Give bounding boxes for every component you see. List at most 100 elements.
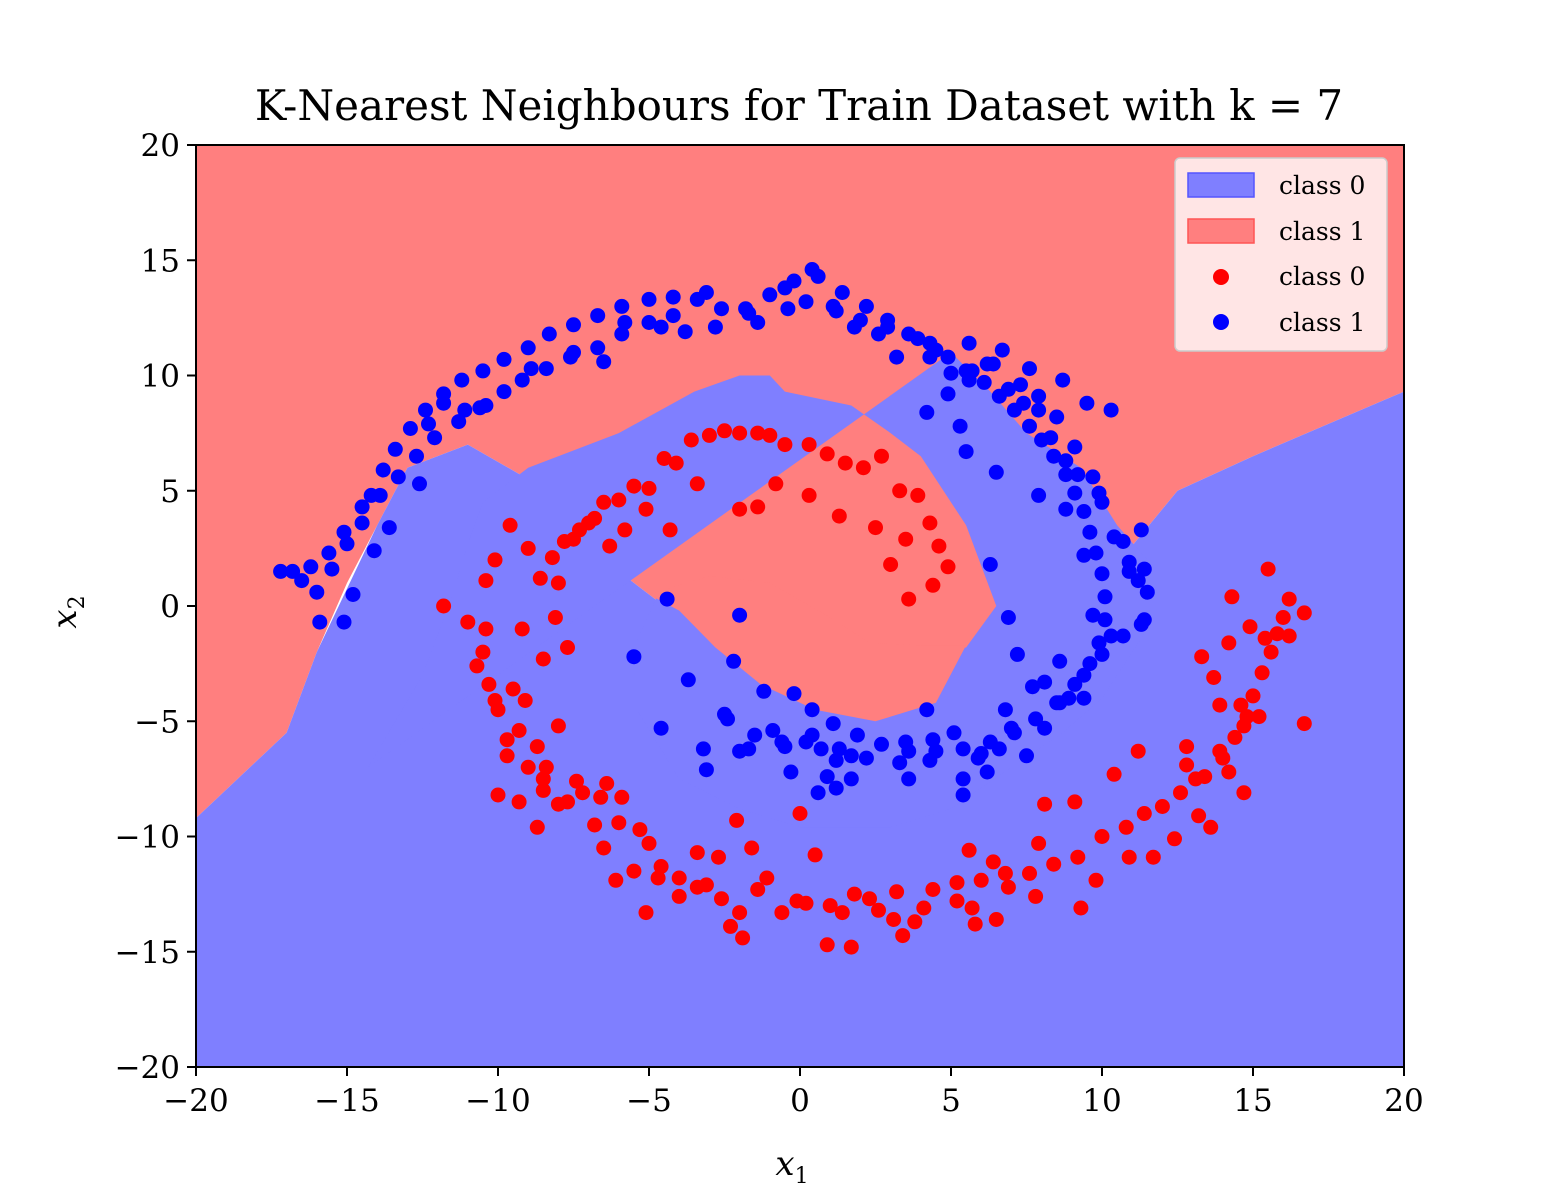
point-blue [828,752,844,768]
point-blue [312,614,328,630]
point-red [759,870,775,886]
point-red [1037,796,1053,812]
point-red [638,905,654,921]
point-red [1227,729,1243,745]
point-red [735,930,751,946]
legend-frame [1174,157,1388,352]
point-red [535,782,551,798]
point-red [535,771,551,787]
scatter-series-class1-blue [273,262,1155,803]
point-red [641,480,657,496]
point-red [1173,785,1188,801]
point-red [668,455,684,471]
point-red [535,651,551,667]
point-red [988,912,1004,927]
point-blue [849,727,865,743]
point-red [1236,785,1252,801]
point-blue [1079,395,1095,411]
point-blue [997,702,1013,718]
point-red [886,912,902,927]
point-red [581,515,597,531]
point-red [671,888,687,904]
point-red [949,893,965,909]
point-blue [354,515,370,531]
point-blue [955,741,971,757]
point-red [907,914,923,930]
point-blue [979,356,995,372]
point-blue [1046,448,1062,464]
point-red [837,455,853,471]
point-red [777,437,793,453]
point-blue [1076,504,1092,519]
point-blue [958,444,974,460]
point-blue [976,374,992,390]
point-blue [940,386,956,402]
point-red [762,427,778,443]
point-blue [1055,372,1071,388]
point-red [529,819,545,835]
point-red [1154,799,1170,814]
legend-label-blue-points: class 1 [1279,308,1365,337]
x-axis-label-main: x [775,1144,794,1184]
point-blue [1052,695,1068,711]
point-red [560,640,575,655]
y-tick-label: 10 [141,359,180,395]
point-blue [1067,485,1083,501]
point-blue [1088,545,1104,561]
point-red [1221,764,1237,780]
point-blue [762,287,778,303]
point-blue [614,326,630,342]
point-red [855,460,871,476]
point-blue [765,723,781,738]
point-blue [345,587,361,602]
point-blue [336,614,352,630]
point-blue [1076,547,1092,563]
y-tick-label: 5 [160,474,180,510]
point-red [1281,591,1297,607]
point-blue [1031,487,1047,503]
y-tick-label: −20 [115,1050,180,1086]
point-red [499,732,515,748]
point-red [490,787,506,803]
point-red [916,900,932,916]
point-blue [988,464,1004,480]
point-red [1236,718,1252,734]
y-tick-label: −5 [134,704,180,740]
point-blue [732,743,748,759]
point-blue [1037,720,1053,736]
point-red [460,614,476,630]
point-red [922,515,938,531]
x-tick-label: 0 [790,1083,810,1119]
point-red [499,748,515,764]
y-tick-label: 15 [141,243,180,279]
point-red [1194,649,1210,665]
point-red [1136,806,1152,821]
point-blue [825,716,841,732]
point-blue [1136,561,1152,577]
point-blue [1067,439,1083,455]
point-red [569,773,584,789]
point-red [819,937,835,953]
point-blue [665,308,681,324]
x-tick-label: −15 [314,1083,379,1119]
point-blue [665,289,681,305]
point-blue [925,732,941,748]
point-blue [1000,610,1016,625]
point-red [520,759,536,775]
point-blue [475,363,491,379]
point-red [1242,619,1258,635]
point-red [1179,739,1195,755]
point-blue [1022,361,1037,377]
point-blue [1031,388,1047,404]
point-blue [1097,612,1113,628]
point-blue [366,543,382,559]
point-red [961,842,977,858]
point-blue [412,476,427,492]
x-tick-label: 5 [941,1083,961,1119]
point-blue [819,769,835,785]
point-blue [339,536,355,552]
point-blue [375,462,391,478]
point-red [550,575,566,591]
point-blue [457,402,473,418]
point-red [1031,835,1047,851]
